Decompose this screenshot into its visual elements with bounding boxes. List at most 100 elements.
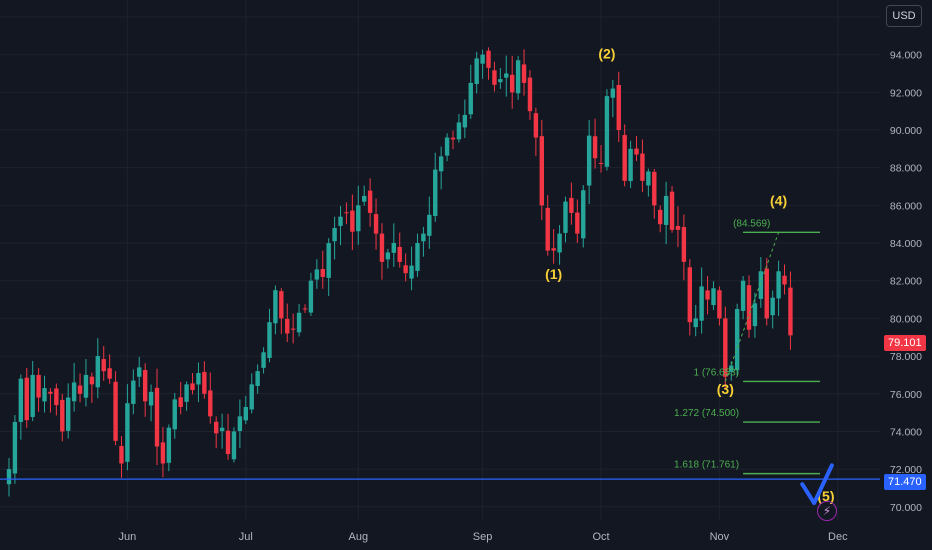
candle-body	[60, 399, 65, 432]
y-tick-label: 92.000	[890, 87, 922, 99]
candle-body	[705, 290, 710, 300]
candle-body	[782, 275, 787, 285]
candle-body	[729, 365, 734, 372]
candle-body	[243, 406, 248, 421]
grid-lines	[0, 0, 880, 520]
candle-body	[776, 271, 781, 299]
candle-body	[610, 88, 616, 98]
candle-body	[296, 312, 302, 333]
candle-body	[646, 171, 651, 186]
x-tick-label: Jul	[239, 531, 253, 543]
candle-body	[125, 403, 130, 462]
y-tick-label: 70.000	[890, 502, 922, 514]
candle-body	[326, 243, 331, 278]
x-tick-label: Oct	[592, 531, 609, 543]
candle-body	[208, 390, 213, 417]
y-tick-label: 94.000	[890, 50, 922, 62]
candle-body	[521, 64, 527, 83]
candle-body	[66, 397, 71, 431]
candle-body	[504, 73, 509, 78]
candle-body	[77, 385, 83, 394]
candle-body	[586, 135, 592, 186]
candle-body	[403, 265, 408, 274]
candle-body	[18, 378, 24, 422]
candle-body	[456, 122, 462, 140]
candle-body	[498, 79, 503, 83]
candle-body	[142, 370, 148, 402]
candle-body	[190, 383, 195, 390]
candle-body	[687, 267, 692, 323]
currency-button[interactable]: USD	[886, 5, 922, 27]
candle-body	[83, 374, 89, 398]
candle-body	[391, 243, 396, 253]
candle-body	[480, 54, 485, 64]
candle-body	[563, 201, 568, 233]
candle-body	[356, 205, 361, 232]
candle-body	[350, 210, 355, 232]
candle-body	[249, 384, 254, 410]
candle-body	[166, 427, 172, 463]
candle-body	[279, 291, 284, 319]
candle-body	[225, 430, 231, 455]
candle-body	[30, 374, 35, 417]
y-tick-label: 78.000	[890, 351, 922, 363]
candle-body	[421, 233, 426, 242]
candle-body	[444, 137, 450, 156]
candle-body	[545, 207, 550, 251]
candle-body	[196, 373, 201, 385]
candle-body	[746, 285, 752, 330]
candle-body	[616, 84, 621, 130]
candles	[6, 47, 793, 497]
candle-body	[273, 290, 278, 324]
candle-body	[261, 352, 266, 368]
candle-body	[557, 233, 562, 253]
candle-body	[71, 382, 77, 402]
candle-body	[113, 381, 118, 441]
candle-body	[723, 318, 728, 377]
candle-body	[415, 243, 420, 271]
candle-body	[474, 58, 479, 84]
candle-body	[652, 171, 657, 206]
candle-body	[575, 212, 580, 234]
y-tick-label: 84.000	[890, 238, 922, 250]
fib-level-label: 1.618 (71.761)	[674, 460, 739, 471]
candle-body	[231, 431, 237, 460]
y-tick-label: 88.000	[890, 163, 922, 175]
x-tick-label: Nov	[710, 531, 730, 543]
candle-body	[202, 372, 207, 394]
x-tick-label: Jun	[119, 531, 137, 543]
candle-body	[433, 169, 438, 216]
y-tick-label: 72.000	[890, 464, 922, 476]
candle-body	[320, 268, 325, 277]
candle-body	[332, 227, 337, 242]
candle-body	[373, 214, 379, 234]
candle-body	[255, 371, 260, 386]
candle-body	[36, 374, 41, 398]
candle-body	[462, 114, 468, 128]
candle-body	[302, 308, 308, 310]
candle-body	[24, 377, 29, 421]
lightning-icon[interactable]: ⚡	[817, 501, 837, 521]
overlays: (84.569) 1 (76.653) 1.272 (74.500) 1.618 (7…	[0, 45, 880, 506]
candle-body	[675, 225, 681, 230]
y-tick-label: 86.000	[890, 200, 922, 212]
candle-body	[101, 359, 106, 372]
candle-body	[385, 252, 391, 260]
candle-body	[267, 322, 272, 358]
fib-projection-line	[724, 232, 780, 382]
y-tick-label: 80.000	[890, 313, 922, 325]
axis-labels: 70.000 72.000 74.000 76.000 78.000 80.000 82.0…	[119, 12, 923, 543]
support-line-tag: 71.470	[884, 474, 926, 490]
candle-body	[758, 271, 764, 299]
candle-body	[172, 399, 177, 430]
candle-body	[338, 216, 343, 226]
candle-body	[397, 246, 402, 262]
candle-body	[160, 442, 166, 464]
wave-label: (3)	[717, 381, 734, 397]
checkmark-icon	[800, 463, 834, 506]
x-tick-label: Sep	[473, 531, 493, 543]
candle-body	[427, 214, 432, 236]
candle-body	[527, 77, 533, 112]
candle-body	[450, 137, 456, 140]
